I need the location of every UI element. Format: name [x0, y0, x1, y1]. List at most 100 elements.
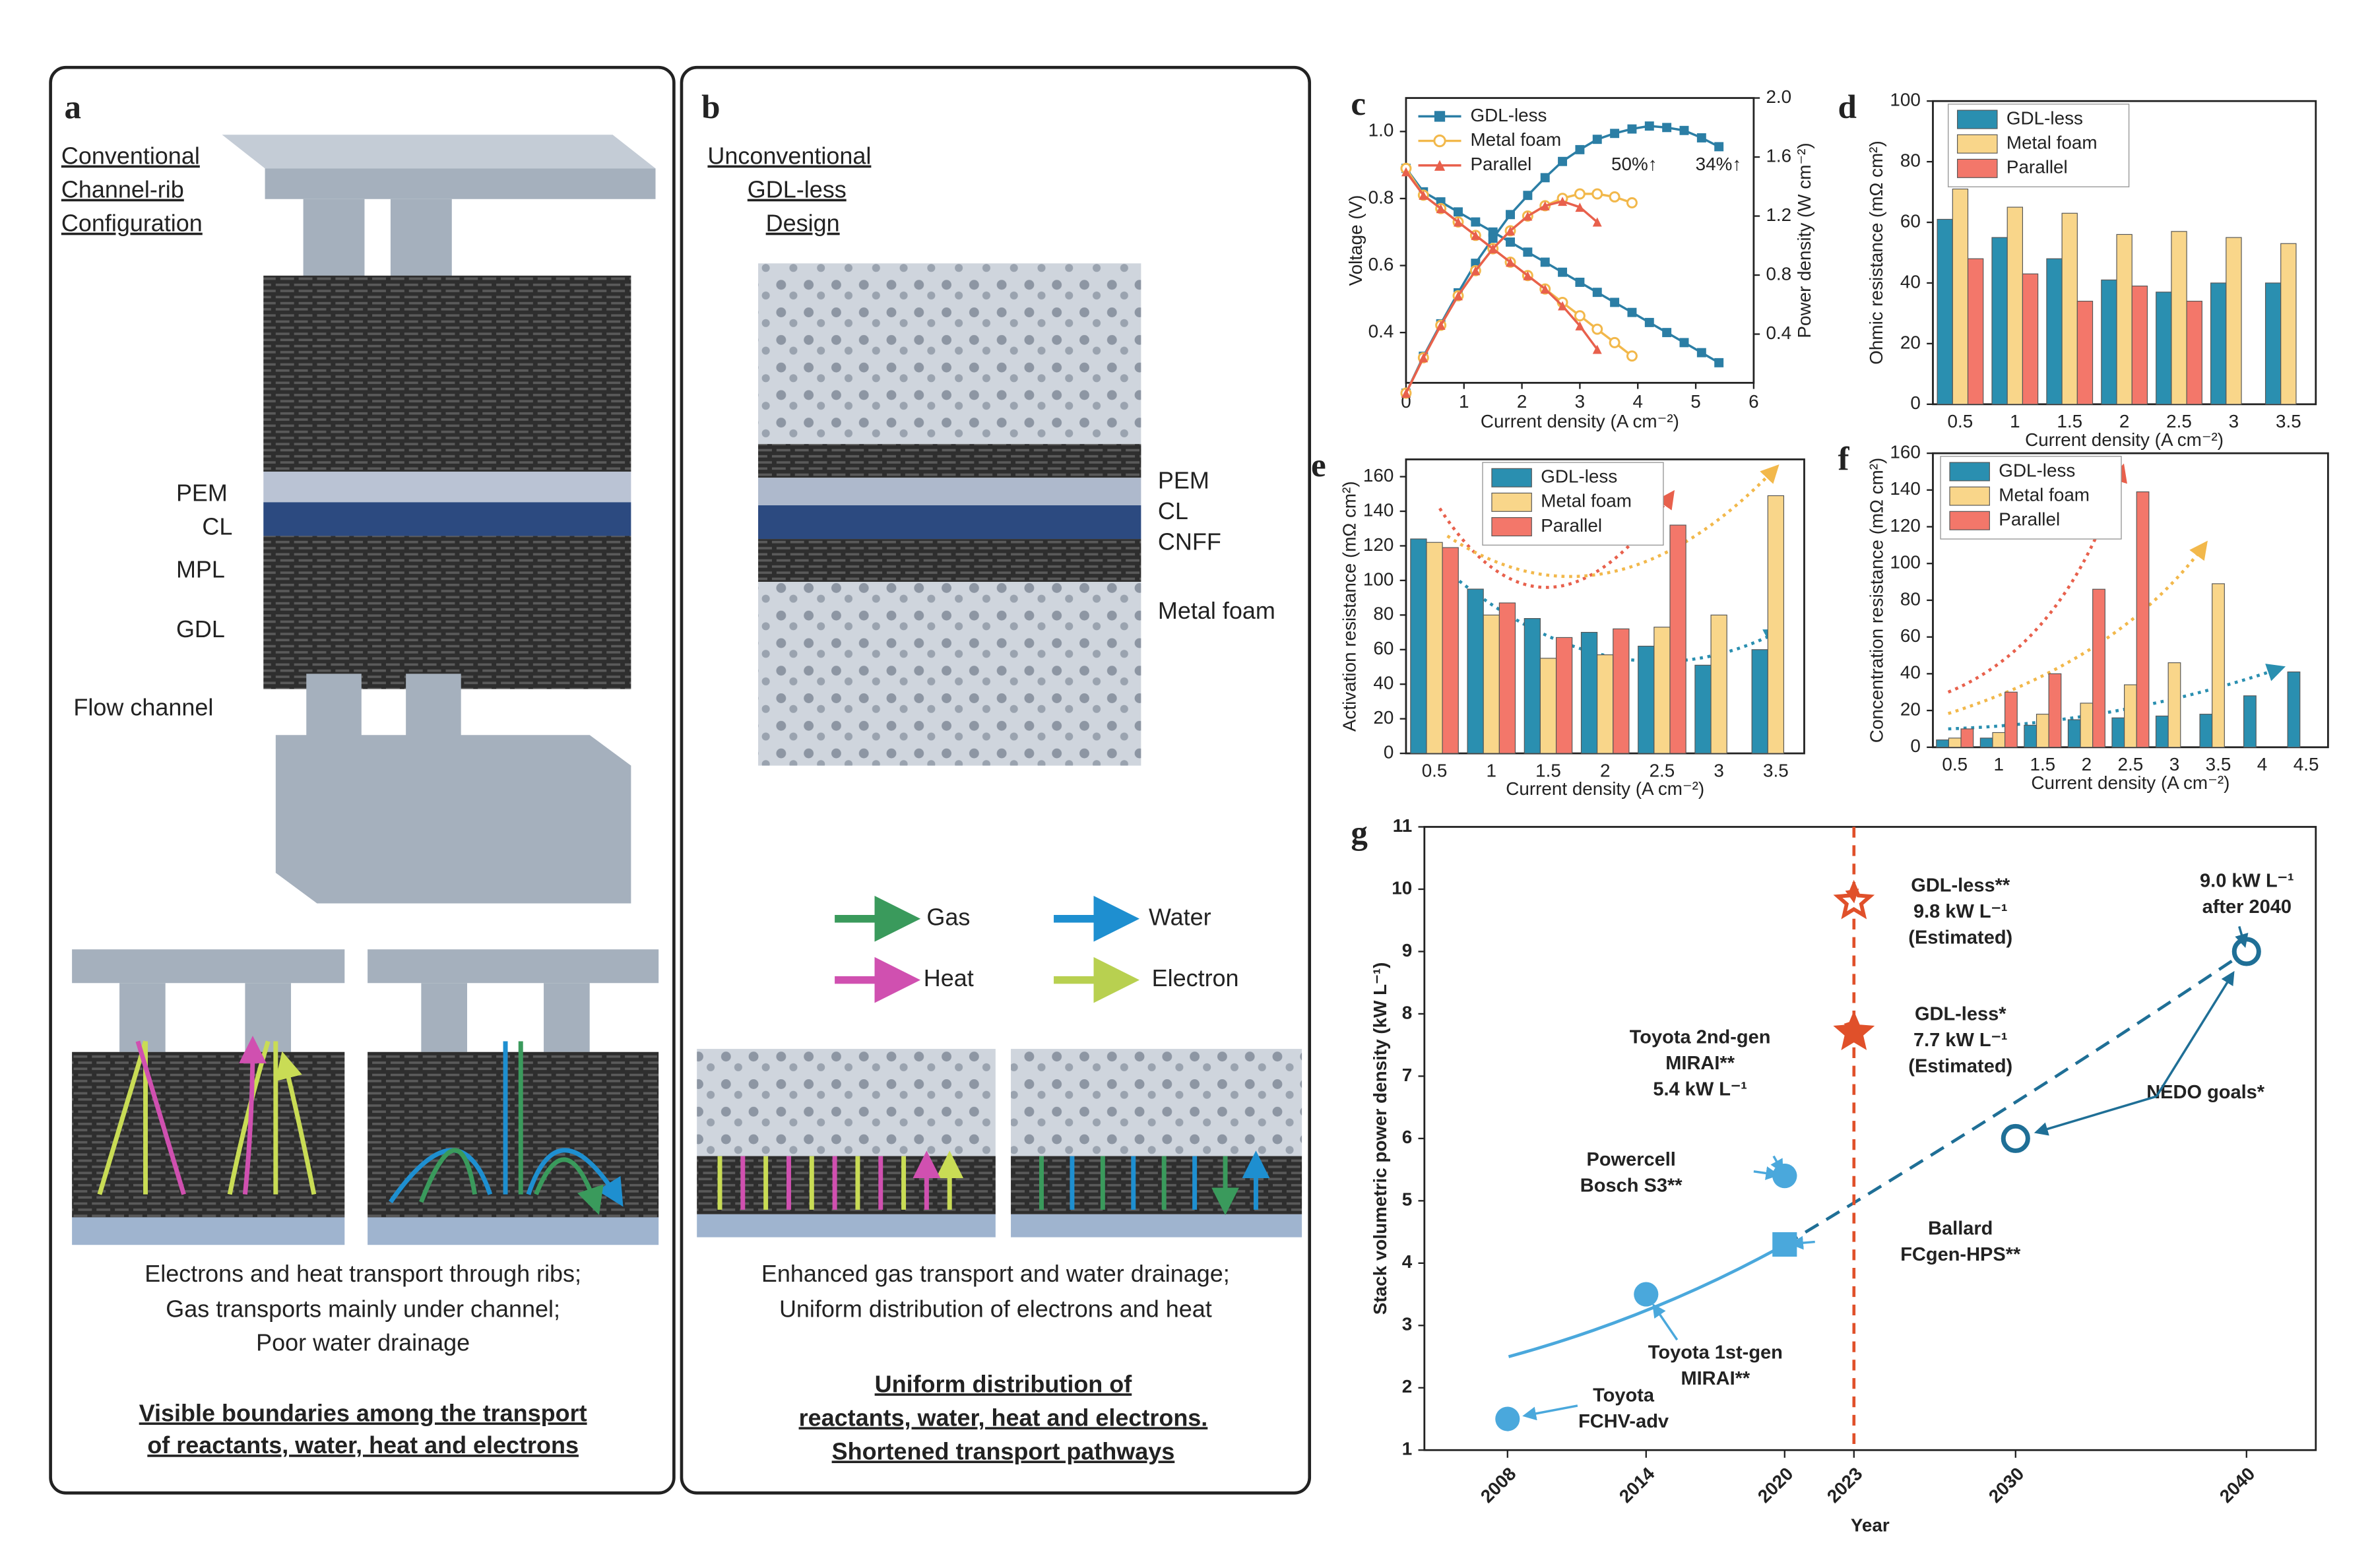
pem-layer: [758, 478, 1141, 506]
data-point: [1714, 358, 1724, 367]
inset-foam: [1011, 1049, 1302, 1156]
y-tick-label: 40: [1900, 662, 1921, 683]
bar: [1669, 524, 1686, 754]
bar: [2212, 583, 2225, 748]
x-tick-label: 4.5: [2294, 754, 2319, 774]
y-tick-label: 140: [1890, 478, 1920, 499]
bar: [1979, 737, 1993, 748]
bar: [1442, 547, 1459, 754]
legend-swatch: [1491, 468, 1532, 487]
point-label: Toyota: [1593, 1385, 1655, 1406]
x-tick-label: 0.5: [1942, 754, 1968, 774]
legend-label: Metal foam: [1999, 484, 2090, 505]
title-line: Unconventional: [707, 142, 871, 170]
y-tick-label: 1.6: [1766, 145, 1791, 166]
panel-letter: a: [64, 88, 81, 126]
x-tick-label: 0.5: [1948, 411, 1973, 431]
x-tick-label: 3.5: [1763, 760, 1789, 780]
bar: [2199, 714, 2213, 748]
y-tick-label: 0.8: [1368, 187, 1394, 207]
data-point: [1506, 237, 1515, 247]
layer-label: CNFF: [1158, 528, 1221, 555]
data-point: [1506, 210, 1515, 220]
x-axis-label: Year: [1851, 1515, 1890, 1536]
x-tick-label: 2: [2119, 411, 2130, 431]
bar: [2005, 691, 2018, 748]
bar: [1467, 588, 1484, 754]
annotation-arrow: [2155, 970, 2235, 1097]
point-label: FCHV-adv: [1578, 1411, 1669, 1432]
y-tick-label: 40: [1900, 271, 1921, 292]
point-label: (Estimated): [1908, 1056, 2012, 1077]
bar: [1948, 737, 1962, 748]
label-arrow: [1753, 1166, 1780, 1180]
legend-label: GDL-less: [1541, 466, 1617, 487]
label-arrow: [1652, 1303, 1679, 1341]
legend-swatch: [1957, 158, 1998, 178]
data-point: [1772, 1163, 1797, 1189]
y-tick-label: 1: [1402, 1439, 1413, 1459]
inset-rib: [119, 983, 166, 1052]
bar: [2124, 684, 2137, 748]
x-tick-label: 2: [1600, 760, 1611, 780]
y-tick-label: 0: [1910, 392, 1921, 413]
bar: [2156, 292, 2172, 405]
data-point: [1634, 1282, 1659, 1307]
bar: [1555, 637, 1573, 754]
y-tick-label: 80: [1373, 604, 1394, 624]
data-point: [1575, 144, 1585, 154]
inset-plate: [368, 949, 659, 984]
data-point: [1696, 348, 1706, 358]
bar: [2243, 695, 2257, 748]
y-tick-label: 140: [1363, 499, 1394, 520]
data-point: [1627, 124, 1637, 134]
x-tick-label: 1: [1459, 391, 1469, 412]
bar: [2024, 724, 2037, 748]
x-tick-label: 3: [1714, 760, 1724, 780]
y-tick-label: 0.4: [1368, 321, 1394, 341]
legend-label: Metal foam: [1470, 129, 1561, 150]
bar: [2080, 703, 2094, 748]
data-point: [1610, 298, 1620, 307]
bar: [2131, 285, 2148, 405]
cl-layer: [263, 502, 631, 536]
data-point: [1488, 234, 1498, 243]
y-tick-label: 60: [1900, 210, 1921, 231]
y-tick-label: 2: [1402, 1376, 1413, 1396]
legend-label: Gas: [926, 903, 970, 930]
bar: [2061, 212, 2078, 405]
legend-label: Water: [1149, 903, 1211, 930]
annotation: 50%↑: [1611, 154, 1657, 174]
panel-letter: c: [1351, 85, 1366, 123]
label-arrow: [1844, 1019, 1857, 1035]
data-point: [1574, 310, 1586, 322]
heat-arrow: [135, 1041, 253, 1195]
panel-border: [49, 65, 676, 1495]
bar: [2022, 273, 2039, 405]
y-tick-label: 2.0: [1766, 86, 1791, 107]
conclusion: Visible boundaries among the transport: [139, 1399, 587, 1426]
legend-swatch: [1949, 486, 1990, 506]
inset-pem: [368, 1217, 659, 1245]
layer-label: Flow channel: [73, 693, 213, 720]
data-point: [1471, 266, 1481, 276]
x-tick-label: 1.5: [2030, 754, 2055, 774]
y-tick-label: 1.0: [1368, 120, 1394, 141]
data-point: [1592, 344, 1602, 354]
bar: [1936, 739, 1950, 748]
bar: [2076, 300, 2094, 405]
electron-arrow: [717, 1156, 949, 1210]
y-tick-label: 11: [1393, 815, 1412, 836]
conclusion: reactants, water, heat and electrons.: [799, 1404, 1208, 1431]
bar: [1539, 658, 1557, 754]
legend-marker: [1433, 134, 1446, 148]
point-label: MIRAI**: [1681, 1368, 1750, 1389]
y-tick-label: 60: [1900, 625, 1921, 646]
bar: [2171, 231, 2187, 405]
legend-marker: [1434, 160, 1446, 171]
x-tick-label: 0.5: [1422, 760, 1448, 780]
point-label: GDL-less*: [1915, 1004, 2006, 1025]
label-arrow: [1845, 889, 1859, 904]
bar: [1426, 542, 1443, 754]
